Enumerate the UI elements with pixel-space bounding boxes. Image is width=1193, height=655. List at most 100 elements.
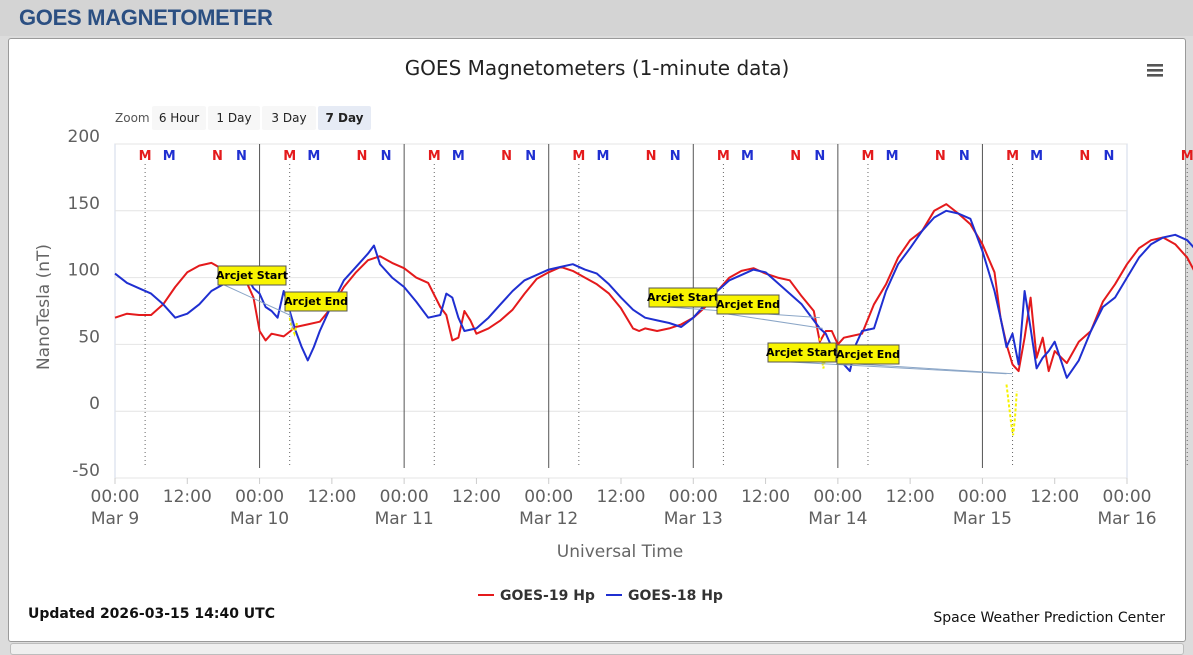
mn-marker: N bbox=[1079, 149, 1090, 164]
x-tick-time: 00:00 bbox=[380, 487, 429, 507]
arcjet-flag-connector bbox=[288, 309, 294, 329]
legend: GOES-19 Hp GOES-18 Hp bbox=[478, 588, 723, 604]
x-tick-time: 12:00 bbox=[452, 487, 501, 507]
plot-border bbox=[114, 143, 1128, 479]
mn-marker: M bbox=[283, 149, 296, 164]
arcjet-flag-box[interactable] bbox=[217, 265, 287, 286]
mn-marker: M bbox=[741, 149, 754, 164]
mn-marker: M bbox=[163, 149, 176, 164]
x-tick-time: 12:00 bbox=[1030, 487, 1079, 507]
x-tick-date: Mar 9 bbox=[91, 509, 139, 529]
mn-marker: N bbox=[501, 149, 512, 164]
y-tick-label: 100 bbox=[68, 261, 100, 281]
x-tick-time: 00:00 bbox=[813, 487, 862, 507]
x-tick-date: Mar 11 bbox=[375, 509, 434, 529]
x-tick-date: Mar 10 bbox=[230, 509, 289, 529]
arcjet-flag-label: Arcjet Start bbox=[766, 346, 838, 359]
arcjet-flag-box[interactable] bbox=[716, 294, 780, 315]
mn-marker: N bbox=[525, 149, 536, 164]
mn-marker: M bbox=[1030, 149, 1043, 164]
y-tick-label: 150 bbox=[68, 194, 100, 214]
series-line-goes-18 bbox=[114, 209, 1193, 379]
x-tick-time: 12:00 bbox=[163, 487, 212, 507]
y-tick-label: -50 bbox=[72, 461, 100, 481]
zoom-button-7-day-bg[interactable] bbox=[318, 106, 371, 130]
x-tick-date: Mar 14 bbox=[808, 509, 867, 529]
mn-marker: M bbox=[428, 149, 441, 164]
mn-marker: N bbox=[236, 149, 247, 164]
mn-marker: N bbox=[1103, 149, 1114, 164]
arcjet-flag-label: Arcjet End bbox=[836, 348, 900, 361]
y-tick-label: 200 bbox=[68, 127, 100, 147]
zoom-button-1-day[interactable]: 1 Day bbox=[216, 111, 251, 125]
mn-marker: M bbox=[572, 149, 585, 164]
mn-marker: N bbox=[357, 149, 368, 164]
arcjet-flag-connector bbox=[720, 312, 823, 329]
arcjet-flag-connector bbox=[771, 360, 1007, 375]
zoom-button-1-day-bg[interactable] bbox=[208, 106, 260, 130]
x-tick-date: Mar 12 bbox=[519, 509, 578, 529]
zoom-button-6-hour-bg[interactable] bbox=[152, 106, 206, 130]
x-tick-time: 00:00 bbox=[958, 487, 1007, 507]
arcjet-flag-label: Arcjet End bbox=[284, 295, 348, 308]
x-tick-time: 12:00 bbox=[307, 487, 356, 507]
mn-marker: N bbox=[381, 149, 392, 164]
mn-marker: N bbox=[959, 149, 970, 164]
mn-marker: M bbox=[307, 149, 320, 164]
arcjet-flag-connector bbox=[221, 283, 290, 316]
mn-marker: M bbox=[886, 149, 899, 164]
x-tick-date: Mar 15 bbox=[953, 509, 1012, 529]
mn-marker: M bbox=[862, 149, 875, 164]
mn-marker: M bbox=[139, 149, 152, 164]
credit-text: Space Weather Prediction Center bbox=[933, 610, 1165, 626]
mn-marker: M bbox=[717, 149, 730, 164]
x-tick-date: Mar 16 bbox=[1097, 509, 1156, 529]
x-tick-time: 00:00 bbox=[1103, 487, 1152, 507]
y-tick-label: 0 bbox=[89, 394, 100, 414]
hamburger-menu-icon[interactable] bbox=[1145, 62, 1165, 78]
x-tick-time: 12:00 bbox=[886, 487, 935, 507]
x-tick-date: Mar 13 bbox=[664, 509, 723, 529]
updated-timestamp: Updated 2026-03-15 14:40 UTC bbox=[28, 606, 275, 622]
arcjet-trace bbox=[1005, 384, 1018, 436]
mn-marker: M bbox=[1006, 149, 1019, 164]
chart-panel bbox=[8, 38, 1186, 642]
zoom-button-6-hour[interactable]: 6 Hour bbox=[159, 111, 199, 125]
arcjet-flag-box[interactable] bbox=[284, 291, 348, 312]
zoom-button-3-day-bg[interactable] bbox=[262, 106, 316, 130]
y-axis-title: NanoTesla (nT) bbox=[34, 244, 54, 370]
mn-marker: N bbox=[670, 149, 681, 164]
x-tick-time: 12:00 bbox=[597, 487, 646, 507]
arcjet-flag-box[interactable] bbox=[836, 344, 900, 365]
zoom-buttons: 6 Hour 1 Day 3 Day 7 Day bbox=[152, 106, 371, 130]
x-tick-time: 00:00 bbox=[669, 487, 718, 507]
arcjet-flag-label: Arcjet Start bbox=[216, 269, 288, 282]
mn-marker: N bbox=[935, 149, 946, 164]
chart-title: GOES Magnetometers (1-minute data) bbox=[405, 56, 790, 80]
mn-marker: M bbox=[452, 149, 465, 164]
arcjet-flag-box[interactable] bbox=[767, 342, 837, 363]
series-line-goes-19 bbox=[114, 203, 1193, 373]
x-axis-title: Universal Time bbox=[557, 542, 683, 562]
x-tick-time: 12:00 bbox=[741, 487, 790, 507]
mn-marker: M bbox=[1181, 149, 1193, 164]
mn-marker: M bbox=[596, 149, 609, 164]
x-tick-time: 00:00 bbox=[235, 487, 284, 507]
page-header: GOES MAGNETOMETER bbox=[0, 0, 1193, 36]
arcjet-flag-label: Arcjet Start bbox=[647, 291, 719, 304]
legend-item-goes-19[interactable]: GOES-19 Hp bbox=[500, 588, 595, 604]
y-tick-label: 50 bbox=[78, 327, 100, 347]
arcjet-flag-connector bbox=[840, 362, 1013, 375]
legend-item-goes-18[interactable]: GOES-18 Hp bbox=[628, 588, 723, 604]
mn-marker: N bbox=[814, 149, 825, 164]
page-title: GOES MAGNETOMETER bbox=[19, 5, 273, 30]
arcjet-flag-label: Arcjet End bbox=[716, 298, 780, 311]
mn-marker: N bbox=[212, 149, 223, 164]
zoom-button-7-day[interactable]: 7 Day bbox=[325, 111, 363, 125]
x-tick-time: 00:00 bbox=[91, 487, 140, 507]
zoom-label: Zoom bbox=[115, 111, 150, 125]
zoom-button-3-day[interactable]: 3 Day bbox=[271, 111, 306, 125]
arcjet-trace bbox=[288, 317, 298, 337]
